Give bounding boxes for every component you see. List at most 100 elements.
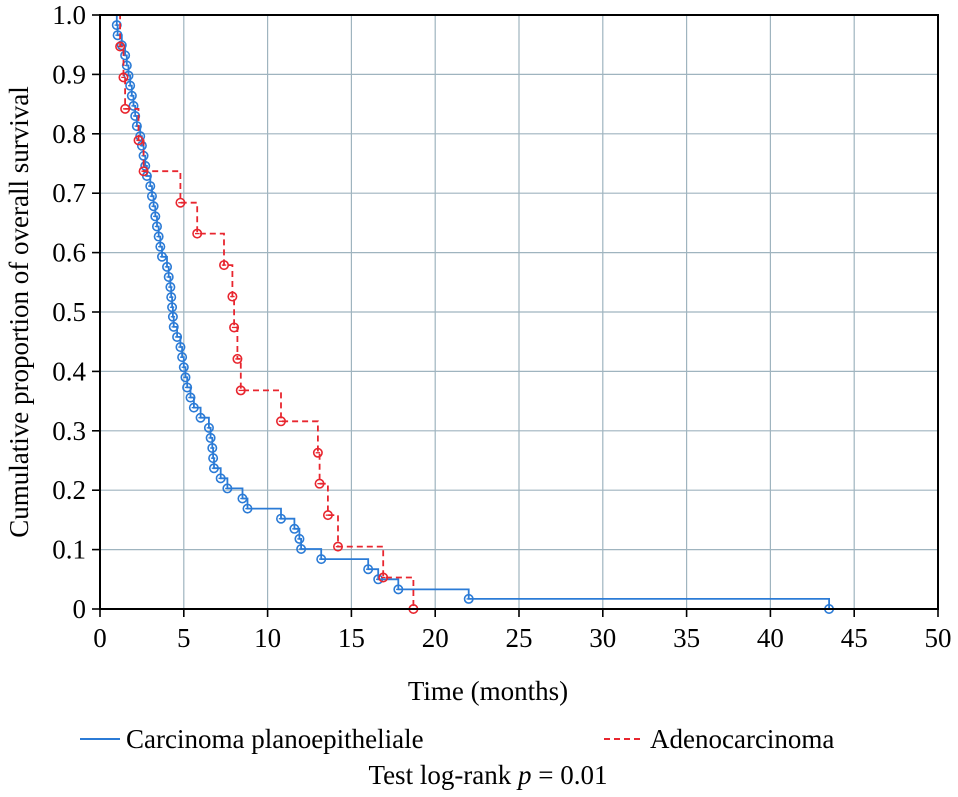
censor-mark [118,72,129,83]
y-tick-label: 0.1 [52,535,86,565]
censor-mark [155,241,166,252]
series-adenocarcinoma [115,14,419,614]
censor-mark [208,453,219,464]
censor-mark [115,41,126,52]
censor-mark [316,554,327,565]
censor-mark [116,40,127,51]
censor-mark [146,191,157,202]
censor-mark [153,231,164,242]
censor-mark [167,311,178,322]
annotation-p-symbol: p [516,760,532,790]
annotation-prefix: Test log-rank [368,760,518,790]
censor-mark [378,572,389,583]
censor-mark [235,385,246,396]
censor-mark [163,271,174,282]
censor-mark [215,473,226,484]
censor-mark [148,201,159,212]
series-carcinoma-planoepitheliale [111,15,835,614]
x-tick-label: 20 [422,623,449,653]
censor-mark [157,251,168,262]
censor-mark [140,160,151,171]
censor-mark [276,416,287,427]
y-tick-label: 0 [73,594,87,624]
legend-label-carcinoma: Carcinoma planoepitheliale [126,724,424,754]
censor-mark [463,593,474,604]
censor-mark [229,322,240,333]
censor-mark [120,50,131,61]
censor-mark [180,372,191,383]
censor-mark [188,402,199,413]
censor-mark [219,260,230,271]
censor-mark [178,362,189,373]
censor-mark [165,282,176,293]
censor-mark [177,352,188,363]
censor-mark [133,135,144,146]
annotation-suffix: = 0.01 [532,760,608,790]
censor-mark [242,503,253,514]
censor-mark [175,342,186,353]
y-tick-label: 1.0 [52,0,86,30]
censor-mark [167,302,178,313]
censor-mark [208,463,219,474]
x-tick-label: 40 [757,623,784,653]
censor-mark [131,121,142,132]
censor-mark [296,544,307,555]
censor-mark [205,432,216,443]
censor-mark [373,574,384,585]
censor-mark [195,412,206,423]
x-tick-label: 15 [338,623,365,653]
censor-mark [128,100,139,111]
censor-mark [222,483,233,494]
censor-mark [182,382,193,393]
censor-mark [363,564,374,575]
censor-mark [126,90,137,101]
x-tick-label: 45 [841,623,868,653]
censor-mark [294,533,305,544]
censor-mark [166,292,177,303]
censor-mark [185,392,196,403]
censor-mark [145,181,156,192]
logrank-annotation: Test log-rank p = 0.01 [368,760,607,790]
censor-mark [207,443,218,454]
y-tick-label: 0.8 [52,119,86,149]
censor-mark [168,321,179,332]
censor-mark [289,523,300,534]
censor-mark [332,541,343,552]
censor-mark [151,221,162,232]
censor-mark [125,80,136,91]
tick-layer: 0 5 10 15 20 25 30 35 40 45 50 0 0.1 0.2 0.3 0.4 0.5 0.6 0… [52,0,951,653]
censor-mark [322,510,333,521]
y-tick-label: 0.7 [52,178,86,208]
censor-mark [203,422,214,433]
censor-mark [172,331,183,342]
legend-label-adenocarcinoma: Adenocarcinoma [650,724,834,754]
y-tick-label: 0.6 [52,238,86,268]
y-axis-title: Cumulative proportion of overall surviva… [4,86,34,537]
x-tick-label: 30 [589,623,616,653]
censor-mark [237,493,248,504]
censor-mark [393,584,404,595]
censor-mark [175,197,186,208]
censor-mark [138,166,149,177]
censor-mark [232,353,243,364]
censor-mark [314,478,325,489]
x-axis-title: Time (months) [408,676,568,706]
grid [100,15,938,609]
y-tick-label: 0.2 [52,475,86,505]
y-tick-label: 0.3 [52,416,86,446]
censor-mark [150,211,161,222]
y-tick-label: 0.9 [52,59,86,89]
x-tick-label: 5 [177,623,191,653]
censor-mark [227,291,238,302]
y-tick-label: 0.5 [52,297,86,327]
censor-mark [276,513,287,524]
series-layer [111,14,835,614]
censor-mark [162,261,173,272]
censor-mark [120,103,131,114]
x-tick-label: 0 [93,623,107,653]
x-tick-label: 10 [254,623,281,653]
y-tick-label: 0.4 [52,356,86,386]
censor-mark [312,447,323,458]
x-tick-label: 50 [925,623,952,653]
